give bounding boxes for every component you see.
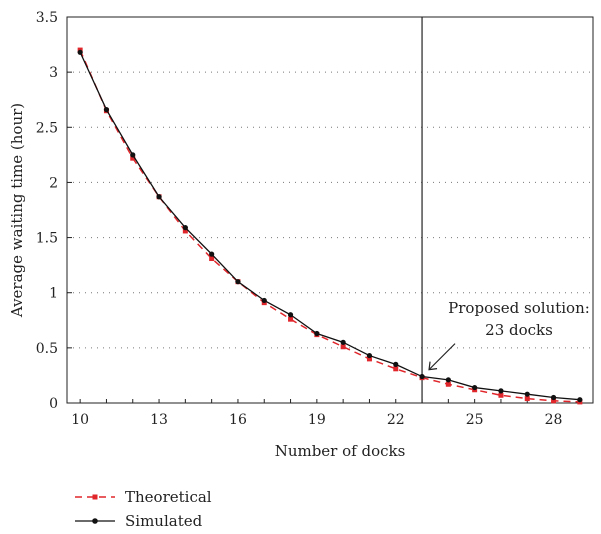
x-tick-label-3: 19 (308, 412, 326, 428)
point-theoretical-18 (288, 316, 294, 322)
series-layer (77, 47, 583, 405)
y-tick-label-7: 3.5 (36, 10, 58, 26)
point-simulated-28 (550, 394, 557, 401)
point-theoretical-14 (182, 228, 188, 234)
plot-frame (66, 16, 594, 404)
x-tick-label-0: 10 (71, 412, 89, 428)
point-simulated-18 (287, 312, 294, 318)
gridlines (67, 71, 593, 349)
legend: Theoretical Simulated (75, 488, 212, 530)
point-simulated-16 (235, 279, 241, 285)
y-tick-label-2: 1 (49, 286, 58, 302)
x-tick-label-5: 25 (466, 412, 484, 428)
point-theoretical-22 (393, 366, 399, 372)
point-simulated-24 (445, 377, 451, 383)
point-theoretical-27 (524, 396, 530, 402)
point-simulated-22 (393, 361, 399, 367)
point-simulated-15 (209, 251, 215, 257)
point-simulated-13 (156, 194, 162, 200)
legend-label-theoretical: Theoretical (125, 488, 212, 506)
annotation-line2: 23 docks (485, 321, 553, 339)
y-tick-label-3: 1.5 (36, 231, 58, 247)
x-axis-ticks: 10 13 16 19 22 25 28 (71, 399, 581, 428)
series-line-simulated (79, 52, 580, 401)
annotation-arrow (428, 343, 456, 371)
y-tick-label-6: 3 (49, 65, 58, 81)
y-tick-label-5: 2.5 (36, 120, 58, 136)
series-theoretical (77, 47, 583, 405)
point-simulated-17 (261, 297, 267, 304)
legend-marker-simulated (92, 518, 98, 524)
point-simulated-19 (314, 330, 320, 337)
y-tick-label-0: 0 (49, 396, 58, 412)
x-tick-label-1: 13 (150, 412, 168, 428)
point-simulated-23 (419, 373, 425, 380)
point-theoretical-28 (551, 398, 557, 404)
legend-item-theoretical: Theoretical (75, 488, 212, 506)
x-tick-label-4: 22 (387, 412, 405, 428)
point-simulated-10 (77, 49, 83, 55)
series-line-theoretical (79, 49, 580, 403)
point-theoretical-20 (340, 344, 346, 350)
x-tick-label-2: 16 (229, 412, 247, 428)
point-simulated-27 (524, 391, 530, 397)
y-axis-label: Average waiting time (hour) (8, 103, 26, 318)
x-axis-label: Number of docks (275, 442, 406, 460)
y-tick-label-4: 2 (49, 175, 58, 191)
point-theoretical-24 (445, 381, 451, 387)
point-simulated-11 (103, 107, 110, 113)
point-simulated-14 (182, 225, 188, 231)
annotation: Proposed solution: 23 docks (428, 299, 590, 371)
legend-label-simulated: Simulated (125, 512, 203, 530)
point-simulated-20 (340, 339, 346, 345)
point-simulated-29 (577, 397, 583, 403)
point-theoretical-26 (498, 392, 504, 398)
point-simulated-26 (498, 388, 504, 394)
point-theoretical-21 (366, 356, 372, 362)
legend-item-simulated: Simulated (75, 512, 203, 530)
annotation-line1: Proposed solution: (448, 299, 590, 317)
point-simulated-12 (130, 152, 136, 158)
series-simulated (77, 49, 583, 403)
point-theoretical-12 (130, 155, 136, 161)
point-theoretical-15 (209, 256, 215, 262)
y-tick-label-1: 0.5 (36, 341, 58, 357)
x-tick-label-6: 28 (545, 412, 563, 428)
legend-marker-theoretical (92, 494, 98, 500)
annotation-arrowhead (428, 361, 438, 371)
point-simulated-25 (472, 384, 478, 391)
point-simulated-21 (366, 352, 373, 359)
y-axis-ticks: 0 0.5 1 1.5 2 2.5 3 3.5 (36, 10, 72, 412)
